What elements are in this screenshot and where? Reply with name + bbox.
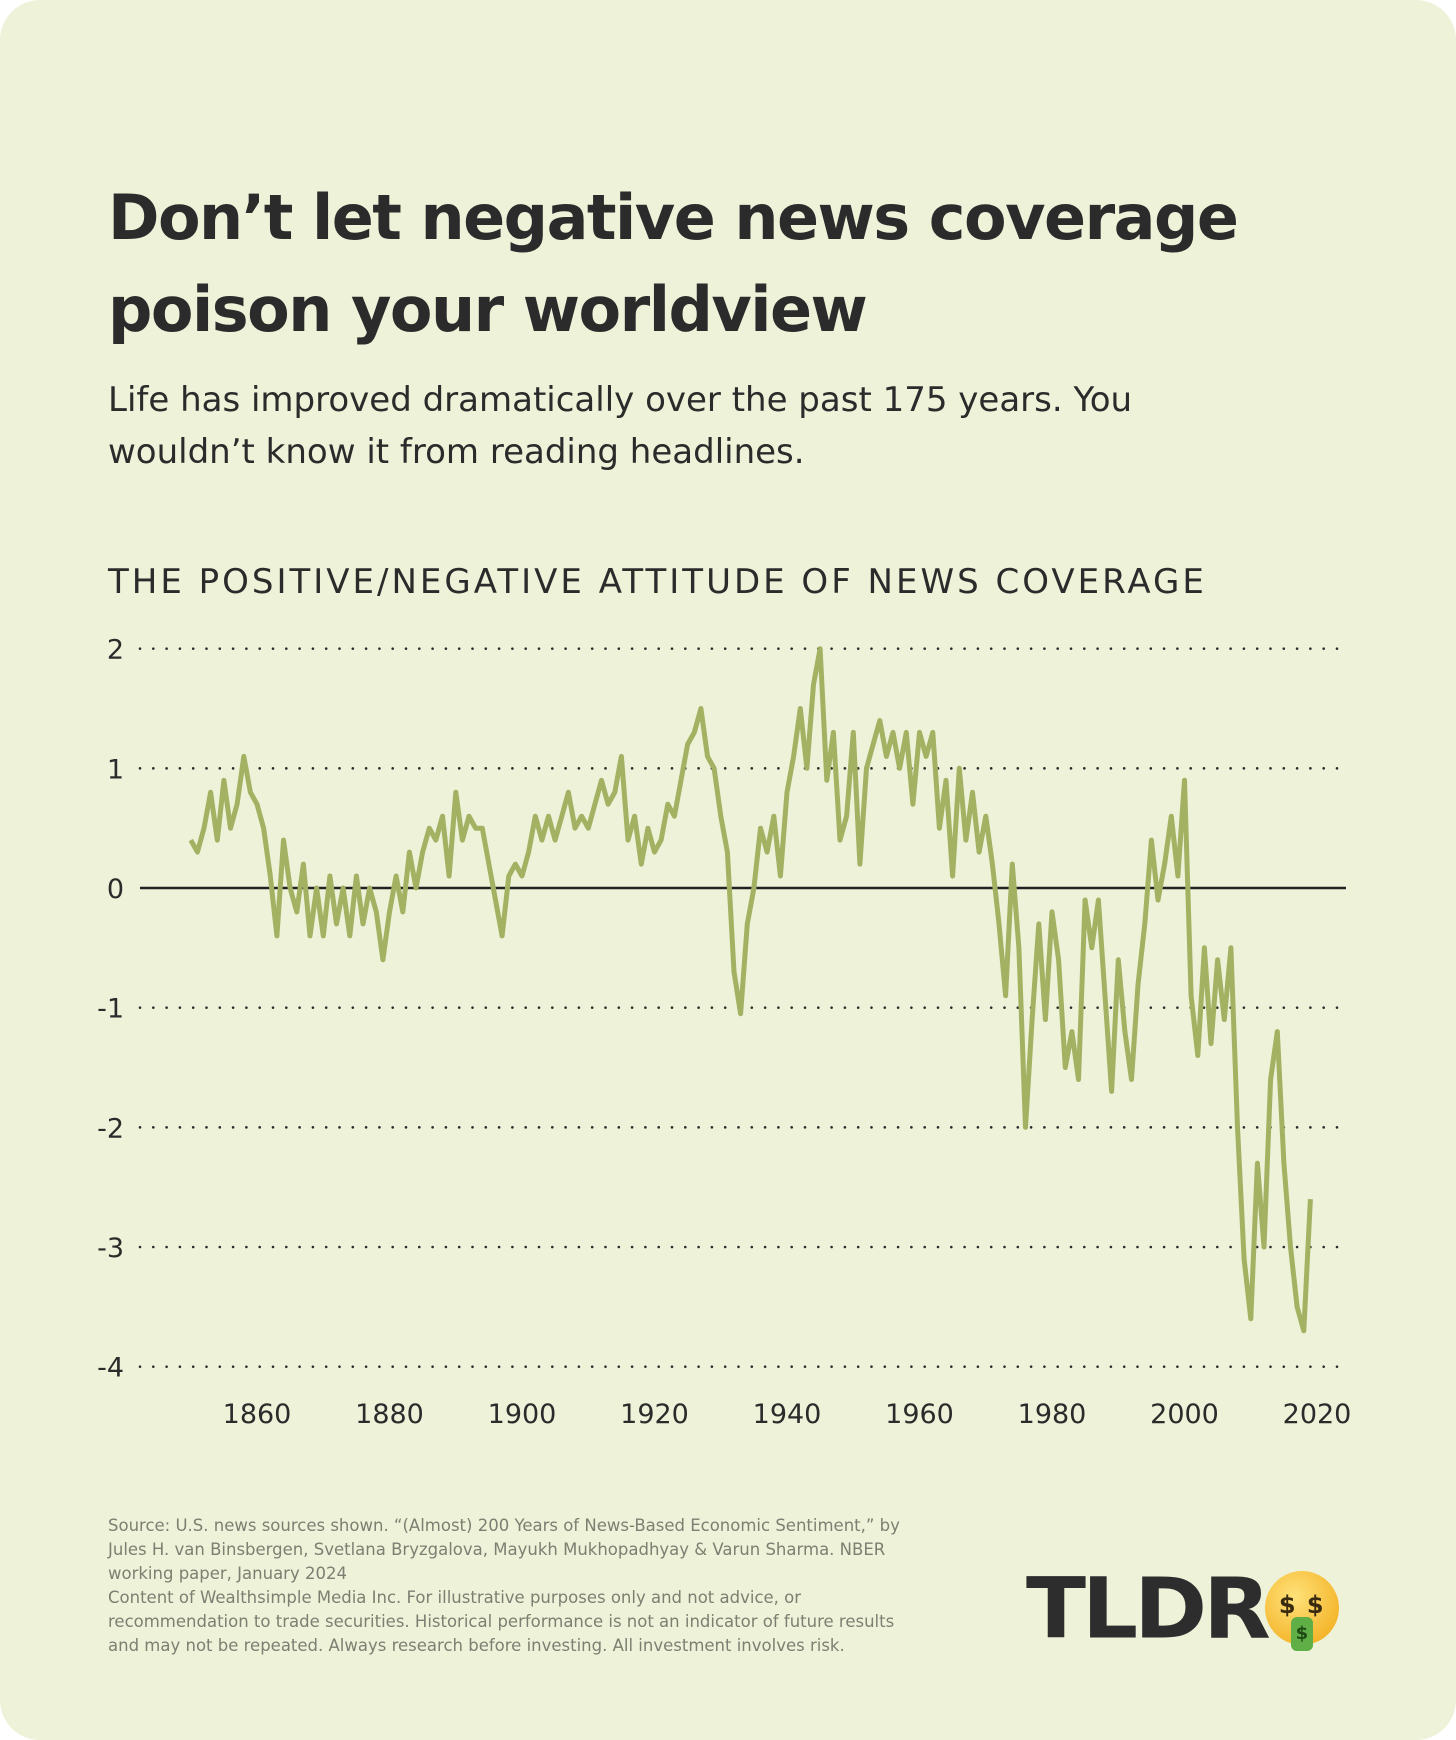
y-tick-label: 0 xyxy=(107,874,124,905)
x-tick-label: 1900 xyxy=(488,1399,557,1430)
y-tick-label: 1 xyxy=(107,754,124,785)
x-tick-label: 1980 xyxy=(1018,1399,1087,1430)
x-tick-label: 1880 xyxy=(355,1399,424,1430)
x-tick-label: 1920 xyxy=(620,1399,689,1430)
x-tick-label: 2000 xyxy=(1150,1399,1219,1430)
footer: Source: U.S. news sources shown. “(Almos… xyxy=(108,1514,928,1658)
x-tick-label: 2020 xyxy=(1283,1399,1352,1430)
subtitle: Life has improved dramatically over the … xyxy=(108,380,1133,472)
y-tick-label: 2 xyxy=(107,635,124,666)
x-tick-label: 1860 xyxy=(223,1399,292,1430)
tldr-logo: TLDR $ $ $ xyxy=(1026,1559,1339,1657)
chart-title: THE POSITIVE/NEGATIVE ATTITUDE OF NEWS C… xyxy=(108,562,1207,602)
dollar-eye-icon: $ xyxy=(1278,1591,1296,1619)
y-tick-label: -1 xyxy=(97,994,124,1025)
y-tick-label: -4 xyxy=(97,1353,124,1384)
source-note: Source: U.S. news sources shown. “(Almos… xyxy=(108,1516,900,1583)
y-tick-label: -3 xyxy=(97,1233,124,1264)
sentiment-line-chart: 2 1 0 -1 -2 -3 -4 1860 1880 1900 1920 1940 1960 1980 2… xyxy=(97,635,1352,1430)
x-tick-label: 1940 xyxy=(753,1399,822,1430)
dollar-tongue-icon: $ xyxy=(1290,1617,1313,1651)
y-tick-label: -2 xyxy=(97,1113,124,1144)
logo-text: TLDR xyxy=(1026,1559,1271,1657)
x-tick-label: 1960 xyxy=(885,1399,954,1430)
headline: Don’t let negative news coverage poison … xyxy=(108,181,1239,346)
money-mouth-face-icon: $ $ $ xyxy=(1264,1571,1339,1651)
dollar-eye-icon: $ xyxy=(1306,1591,1324,1619)
disclaimer: Content of Wealthsimple Media Inc. For i… xyxy=(108,1588,895,1655)
sentiment-series-line xyxy=(188,646,1313,1334)
